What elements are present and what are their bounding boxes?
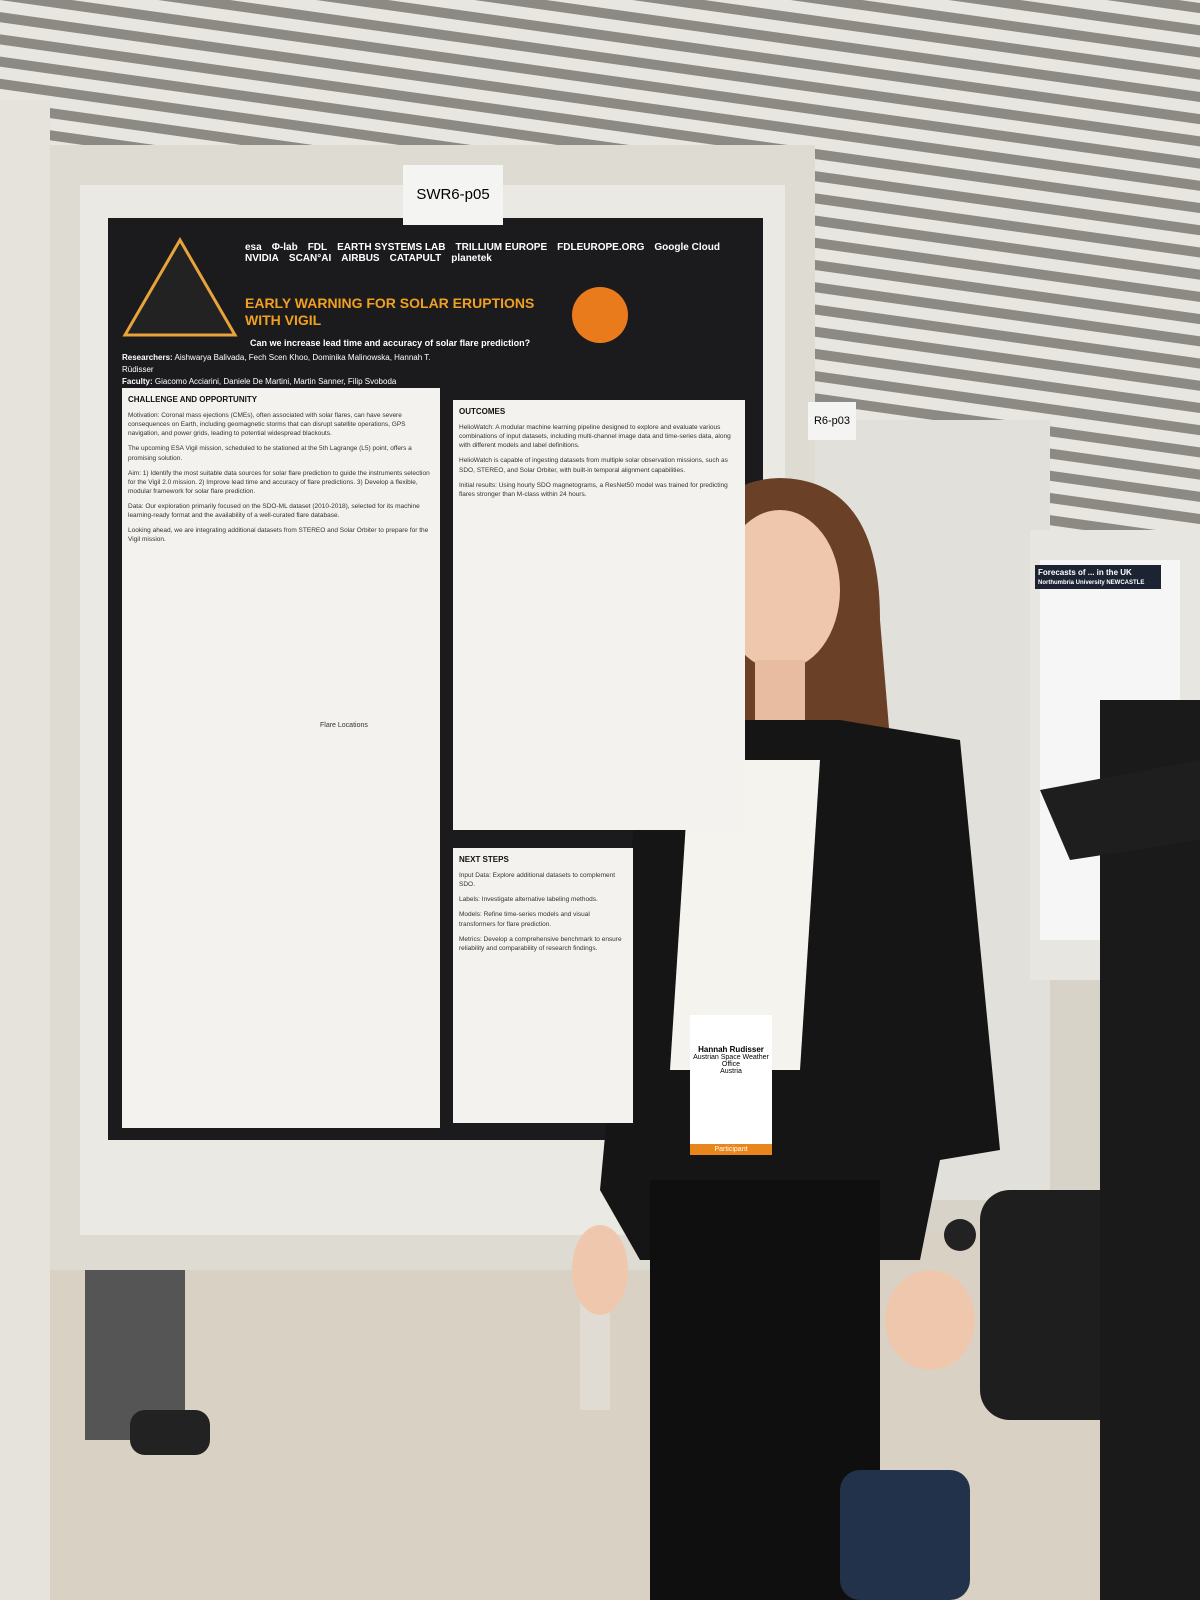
- logo: CATAPULT: [389, 253, 442, 264]
- logo: Google Cloud: [654, 242, 720, 253]
- badge-name: Hannah Rudisser: [698, 1045, 764, 1054]
- section-text: Looking ahead, we are integrating additi…: [128, 527, 429, 544]
- figure-label: Flare Locations: [320, 722, 368, 729]
- logo: planetek: [451, 253, 492, 264]
- credits: Researchers: Aishwarya Balivada, Fech Sc…: [122, 352, 452, 388]
- logo-row: esa Φ-lab FDL EARTH SYSTEMS LAB TRILLIUM EUR…: [245, 242, 745, 272]
- logo: Φ-lab: [271, 242, 298, 253]
- faculty-label: Faculty:: [122, 377, 153, 386]
- neighbor-title-text: Forecasts of ... in the UK: [1038, 568, 1132, 577]
- neighbor-logo: Northumbria University NEWCASTLE: [1038, 580, 1145, 586]
- neighbor-poster-number: R6-p03: [808, 402, 856, 440]
- faculty: Giacomo Acciarini, Daniele De Martini, M…: [154, 377, 397, 386]
- section-text: Data: Our exploration primarily focused …: [128, 502, 420, 520]
- logo: FDLEUROPE.ORG: [557, 242, 645, 253]
- logo: AIRBUS: [341, 253, 380, 264]
- section-text: HelioWatch: A modular machine learning p…: [459, 424, 731, 450]
- section-panel: CHALLENGE AND OPPORTUNITY Motivation: Cor…: [122, 388, 440, 1128]
- logo: SCAN°AI: [288, 253, 332, 264]
- section-text: Motivation: Coronal mass ejections (CMEs…: [128, 412, 406, 438]
- section-text: Models: Refine time-series models and vi…: [459, 911, 590, 928]
- badge-role: Participant: [690, 1144, 772, 1155]
- badge-country: Austria: [720, 1068, 742, 1075]
- section-text: The upcoming ESA Vigil mission, schedule…: [128, 445, 412, 462]
- section-text: Aim: 1) Identify the most suitable data …: [128, 469, 430, 495]
- section-heading: OUTCOMES: [459, 407, 506, 416]
- neighbor-title: Forecasts of ... in the UK Northumbria U…: [1035, 565, 1161, 589]
- researchers: Aishwarya Balivada, Fech Scen Khoo, Domi…: [122, 353, 431, 374]
- poster-number: SWR6-p05: [403, 165, 503, 225]
- section-text: Initial results: Using hourly SDO magnet…: [459, 481, 728, 498]
- section-heading: CHALLENGE AND OPPORTUNITY: [128, 395, 258, 404]
- logo: NVIDIA: [245, 253, 279, 264]
- logo: FDL: [307, 242, 328, 253]
- poster-question: Can we increase lead time and accuracy o…: [250, 338, 531, 348]
- section-text: HelioWatch is capable of ingesting datas…: [459, 457, 728, 474]
- researchers-label: Researchers:: [122, 353, 173, 362]
- logo: esa: [245, 242, 262, 253]
- section-panel: NEXT STEPS Input Data: Explore additional…: [453, 848, 633, 1123]
- name-badge: Hannah Rudisser Austrian Space Weather O…: [690, 1015, 772, 1155]
- section-text: Input Data: Explore additional datasets …: [459, 872, 616, 889]
- section-heading: NEXT STEPS: [459, 855, 509, 864]
- section-text: Metrics: Develop a comprehensive benchma…: [459, 935, 622, 952]
- section-panel: OUTCOMES HelioWatch: A modular machine le…: [453, 400, 745, 830]
- logo: TRILLIUM EUROPE: [455, 242, 548, 253]
- badge-org: Austrian Space Weather Office: [693, 1054, 769, 1068]
- logo: EARTH SYSTEMS LAB: [337, 242, 446, 253]
- section-text: Labels: Investigate alternative labeling…: [459, 896, 598, 904]
- poster-title: EARLY WARNING FOR SOLAR ERUPTIONS WITH V…: [245, 295, 535, 328]
